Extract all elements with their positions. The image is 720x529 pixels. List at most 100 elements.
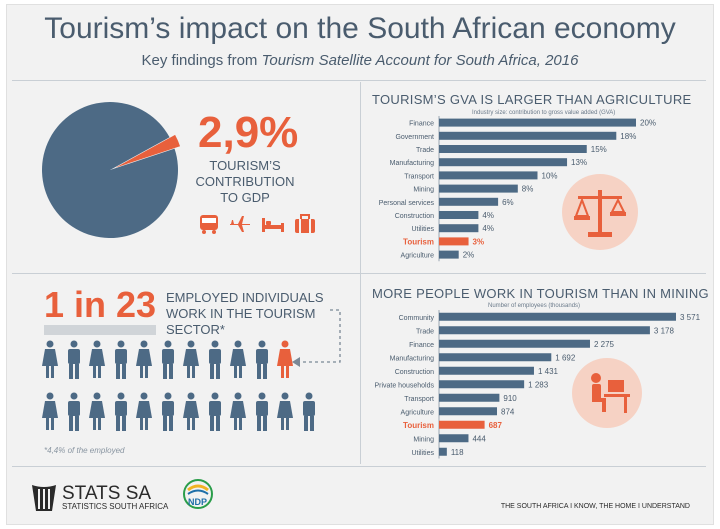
- gva-chart-axis-note: Industry size: contribution to gross val…: [472, 110, 616, 116]
- person-icon: [183, 340, 199, 378]
- bar-agriculture: [439, 407, 498, 416]
- bar-category-label: Utilities: [411, 226, 434, 233]
- person-icon: [136, 340, 152, 378]
- bar-value-label: 1 431: [538, 367, 559, 376]
- divider-middle: [12, 273, 706, 274]
- gdp-percentage: 2,9%: [198, 108, 299, 157]
- pie-slice-tourism: [115, 134, 180, 168]
- bar-category-label: Transport: [404, 396, 434, 403]
- plane-icon: [229, 214, 251, 239]
- bar-category-label: Finance: [409, 121, 434, 128]
- person-icon: [67, 340, 80, 379]
- person-icon: [255, 392, 268, 431]
- bar-category-label: Utilities: [411, 450, 434, 457]
- employment-chart-axis-note: Number of employees (thousands): [488, 303, 581, 309]
- bar-personal-services: [439, 197, 499, 206]
- suitcase-icon: [294, 214, 316, 239]
- bar-transport: [439, 171, 538, 180]
- bar-mining: [439, 434, 469, 443]
- divider-vertical: [360, 82, 361, 464]
- gva-bar-chart: Finance 20% Government 18% Trade 15% Manufactu…: [379, 116, 656, 262]
- bar-finance: [439, 118, 636, 127]
- bar-category-label: Mining: [413, 436, 434, 443]
- person-icon: [302, 392, 315, 431]
- scale-icon: [562, 174, 638, 250]
- bar-construction: [439, 211, 479, 219]
- footer-tagline: THE SOUTH AFRICA I KNOW, THE HOME I UNDE…: [500, 503, 690, 510]
- person-icon: [183, 392, 199, 430]
- person-icon: [42, 340, 58, 378]
- bar-private-households: [439, 380, 525, 389]
- stats-sa-logo-subtitle: STATISTICS SOUTH AFRICA: [62, 502, 169, 511]
- ndp-logo-text: NDP: [188, 497, 208, 507]
- bar-value-label: 444: [472, 434, 486, 443]
- employment-ratio: 1 in 23: [44, 284, 157, 325]
- employment-bar-chart: Community 3 571 Trade 3 178 Finance 2 275 Manu…: [374, 310, 701, 459]
- gdp-pie-chart: [42, 102, 180, 239]
- bar-agriculture: [439, 250, 459, 259]
- bed-icon: [261, 214, 285, 239]
- bar-manufacturing: [439, 353, 552, 362]
- bar-value-label: 4%: [482, 211, 494, 220]
- person-icon: [161, 392, 174, 431]
- bar-community: [439, 312, 676, 321]
- bar-value-label: 1 692: [555, 353, 576, 362]
- bar-manufacturing: [439, 158, 568, 167]
- person-icon: [277, 392, 293, 430]
- bar-value-label: 3%: [473, 237, 485, 246]
- bar-value-label: 18%: [620, 132, 636, 141]
- bar-category-label: Tourism: [403, 237, 434, 246]
- person-icon: [161, 340, 174, 379]
- worker-icon: [572, 358, 642, 428]
- bar-value-label: 687: [489, 421, 503, 430]
- dashed-arrow: [292, 309, 341, 367]
- ratio-underline: [44, 325, 156, 335]
- bar-value-label: 118: [451, 448, 464, 457]
- stats-sa-logo-text: STATS SA: [62, 483, 152, 504]
- bar-category-label: Trade: [416, 147, 434, 154]
- person-icon: [208, 392, 221, 431]
- bar-utilities: [439, 224, 479, 233]
- bar-category-label: Agriculture: [401, 409, 435, 416]
- person-icon: [114, 340, 127, 379]
- bar-category-label: Trade: [416, 328, 434, 335]
- bar-category-label: Personal services: [379, 200, 435, 207]
- bus-icon: [198, 214, 220, 239]
- tourism-icons: [198, 214, 321, 239]
- divider-top: [12, 80, 706, 81]
- bar-category-label: Finance: [409, 342, 434, 349]
- person-icon: [208, 340, 221, 379]
- bar-category-label: Manufacturing: [390, 160, 434, 167]
- employment-footnote: *4,4% of the employed: [44, 446, 125, 455]
- bar-construction: [439, 366, 534, 375]
- bar-value-label: 4%: [482, 224, 494, 233]
- bar-value-label: 2 275: [594, 340, 615, 349]
- bar-value-label: 910: [503, 394, 517, 403]
- bar-trade: [439, 145, 587, 153]
- person-icon: [67, 392, 80, 431]
- ndp-logo-icon: [183, 479, 213, 509]
- bar-value-label: 15%: [591, 145, 607, 154]
- page-title: Tourism’s impact on the South African ec…: [44, 12, 676, 45]
- bar-category-label: Construction: [395, 213, 434, 220]
- person-icon-tourism: [277, 340, 293, 378]
- bar-finance: [439, 339, 590, 348]
- bar-tourism: [439, 420, 485, 429]
- bar-value-label: 3 178: [654, 326, 675, 335]
- bar-government: [439, 131, 617, 140]
- bar-value-label: 6%: [502, 198, 514, 207]
- gva-chart-title: TOURISM’S GVA IS LARGER THAN AGRICULTURE: [372, 92, 692, 107]
- bar-category-label: Construction: [395, 369, 434, 376]
- employment-chart-title: MORE PEOPLE WORK IN TOURISM THAN IN MINI…: [372, 286, 709, 301]
- person-icon: [89, 340, 105, 378]
- bar-value-label: 10%: [542, 171, 558, 180]
- bar-trade: [439, 326, 650, 335]
- pie-slice-other: [42, 102, 179, 239]
- divider-bottom: [12, 466, 706, 467]
- bar-category-label: Manufacturing: [390, 355, 434, 362]
- bar-mining: [439, 184, 518, 193]
- bar-value-label: 3 571: [680, 313, 701, 322]
- bar-value-label: 1 283: [528, 380, 549, 389]
- people-pictogram: [40, 340, 330, 440]
- bar-value-label: 13%: [571, 158, 587, 167]
